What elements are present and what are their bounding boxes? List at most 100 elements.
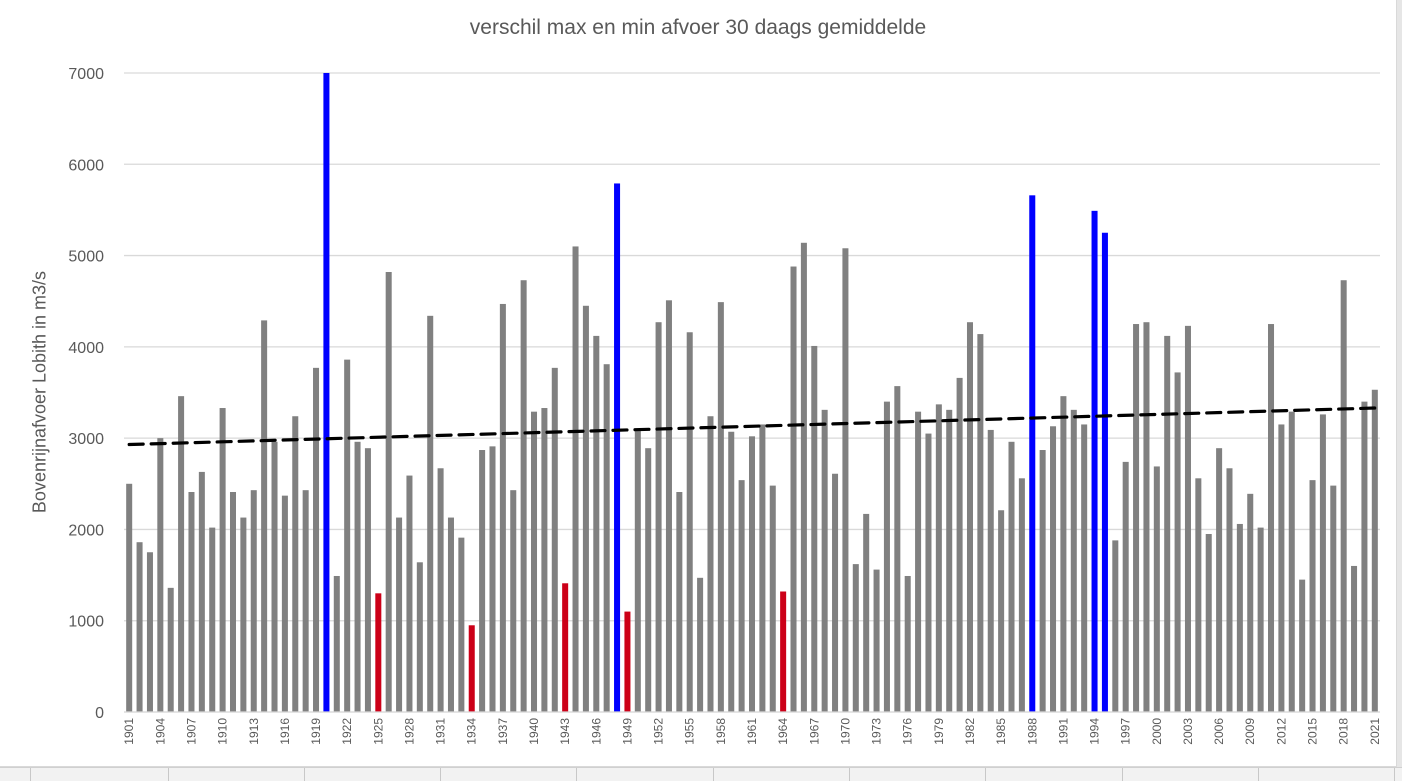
bar-1957[interactable] [707,416,714,712]
bar-2018[interactable] [1340,280,1347,712]
bar-2012[interactable] [1278,424,1285,712]
bar-1965[interactable] [790,266,797,712]
bar-1939[interactable] [520,280,527,712]
bar-1950[interactable] [634,429,641,712]
bar-2000[interactable] [1153,466,1160,712]
bar-1970[interactable] [842,248,849,713]
bar-1929[interactable] [416,562,423,712]
bar-1915[interactable] [271,441,278,712]
bar-1937[interactable] [499,303,506,712]
bar-1961[interactable] [748,436,756,712]
bar-2016[interactable] [1319,414,1326,712]
bar-1974[interactable] [883,401,890,712]
bar-2014[interactable] [1299,579,1306,712]
bar-2004[interactable] [1195,478,1202,712]
bar-2009[interactable] [1247,493,1254,712]
bar-1980[interactable] [946,409,953,712]
bar-1911[interactable] [229,492,237,712]
bar-1986[interactable] [1008,441,1015,712]
bar-1940[interactable] [531,411,538,712]
bar-1963[interactable] [769,485,776,712]
bar-1968[interactable] [821,409,828,712]
bar-1923[interactable] [354,441,361,712]
bar-1999[interactable] [1143,322,1150,712]
bar-2013[interactable] [1288,411,1295,712]
bar-1914[interactable] [261,320,268,712]
bar-1993[interactable] [1081,424,1088,712]
bar-2010[interactable] [1257,527,1264,712]
bar-2008[interactable] [1236,523,1243,712]
bar-1932[interactable] [447,517,454,712]
bar-1934[interactable] [468,625,475,712]
bar-1924[interactable] [364,448,371,712]
bar-1962[interactable] [759,424,766,712]
bar-1917[interactable] [292,416,299,712]
bar-1977[interactable] [915,411,922,712]
bar-1912[interactable] [240,517,247,712]
bar-1975[interactable] [894,386,901,712]
bar-1942[interactable] [551,367,558,712]
bar-1973[interactable] [873,569,880,712]
bar-1925[interactable] [375,593,382,712]
bar-1958[interactable] [717,302,724,712]
bar-1951[interactable] [645,448,652,712]
bar-1935[interactable] [479,450,486,712]
bar-1981[interactable] [956,377,963,712]
bar-1941[interactable] [541,408,548,712]
bar-1984[interactable] [987,429,994,712]
bar-1989[interactable] [1039,450,1046,712]
bar-1930[interactable] [427,315,434,712]
bar-1952[interactable] [655,322,662,712]
bar-1996[interactable] [1112,540,1119,712]
bar-2005[interactable] [1205,533,1212,712]
bar-1976[interactable] [904,575,911,712]
bar-1919[interactable] [313,367,320,712]
bar-1946[interactable] [593,335,600,712]
bar-1971[interactable] [852,564,859,712]
bar-2015[interactable] [1309,480,1316,712]
bar-1928[interactable] [406,475,413,712]
bar-1902[interactable] [136,542,143,712]
bar-1905[interactable] [167,587,174,712]
bar-1990[interactable] [1050,426,1057,712]
bar-1994[interactable] [1091,210,1098,712]
bar-1995[interactable] [1101,232,1108,712]
bar-1964[interactable] [780,591,787,712]
bar-1909[interactable] [209,527,216,712]
bar-1969[interactable] [832,473,839,712]
chart-area[interactable]: verschil max en min afvoer 30 daags gemi… [0,0,1397,767]
bar-1953[interactable] [665,300,672,712]
bar-1916[interactable] [281,495,288,712]
bar-1959[interactable] [728,431,735,712]
bar-1949[interactable] [624,611,631,712]
bar-2019[interactable] [1351,565,1358,712]
bar-1938[interactable] [510,490,517,712]
bar-1983[interactable] [977,334,984,712]
bar-1933[interactable] [458,537,465,712]
bar-1992[interactable] [1070,409,1077,712]
bar-1926[interactable] [385,272,392,712]
bar-1988[interactable] [1029,195,1036,712]
bar-1944[interactable] [572,246,579,712]
bar-2006[interactable] [1216,448,1223,712]
bar-1913[interactable] [250,490,257,712]
bar-1991[interactable] [1060,396,1067,712]
bar-2017[interactable] [1330,485,1337,712]
bar-2003[interactable] [1184,325,1191,712]
bar-1979[interactable] [935,404,942,712]
bar-1931[interactable] [437,468,444,712]
bar-1927[interactable] [396,517,403,712]
bar-1948[interactable] [614,183,621,713]
bar-2007[interactable] [1226,468,1233,712]
bar-1901[interactable] [126,483,133,712]
bar-1966[interactable] [800,242,807,712]
bar-1920[interactable] [323,73,330,712]
bar-1904[interactable] [157,438,164,712]
bar-1987[interactable] [1018,478,1025,712]
bar-1903[interactable] [146,552,153,712]
bar-2011[interactable] [1267,324,1275,712]
bar-1972[interactable] [863,513,870,712]
bar-1998[interactable] [1133,324,1140,712]
bar-1936[interactable] [489,446,496,712]
bar-1960[interactable] [738,480,745,712]
